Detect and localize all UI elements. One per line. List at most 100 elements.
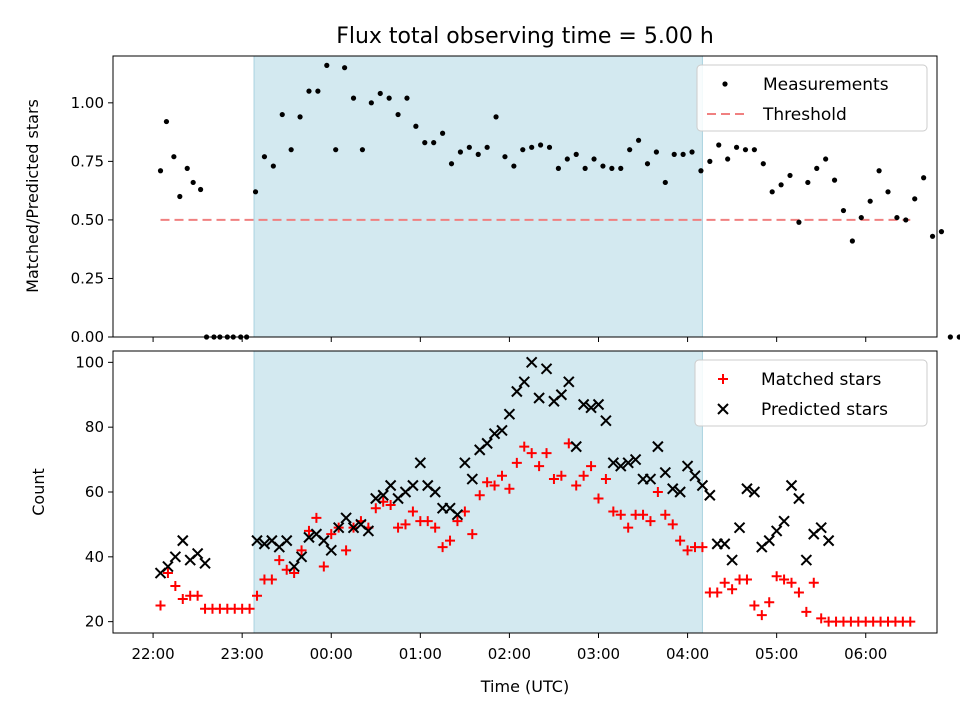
data-point xyxy=(177,193,183,200)
data-point xyxy=(459,457,471,469)
data-point xyxy=(556,470,567,481)
top-panel: 0.00 0.25 0.50 0.75 1.00 Measurements Threshol… xyxy=(71,55,960,346)
y-tick-label: 0.25 xyxy=(71,269,104,287)
data-point xyxy=(627,147,633,153)
data-point xyxy=(295,551,308,563)
data-point xyxy=(297,114,303,120)
data-point xyxy=(466,144,472,150)
data-point xyxy=(771,571,782,582)
data-point xyxy=(858,214,864,221)
legend-marker xyxy=(717,403,729,415)
data-point xyxy=(288,147,294,153)
data-point xyxy=(689,470,701,482)
data-point xyxy=(489,480,500,491)
data-point xyxy=(733,521,746,534)
data-point xyxy=(805,179,811,186)
data-point xyxy=(404,95,410,101)
data-point xyxy=(504,483,515,494)
observing-window-shade xyxy=(253,350,703,634)
data-point xyxy=(251,534,263,547)
data-point xyxy=(696,479,709,492)
data-point xyxy=(526,448,537,459)
x-tick-label: 03:00 xyxy=(577,645,620,663)
data-point xyxy=(533,392,545,404)
data-point xyxy=(414,457,427,469)
data-point xyxy=(578,470,589,481)
data-point xyxy=(769,189,775,195)
data-point xyxy=(894,214,900,221)
data-point xyxy=(274,555,285,566)
data-point xyxy=(674,486,686,498)
data-point xyxy=(318,561,329,572)
data-point xyxy=(332,521,345,534)
data-point xyxy=(281,534,293,547)
data-point xyxy=(645,516,656,527)
data-point xyxy=(564,156,570,162)
data-point xyxy=(793,587,804,598)
bottom-panel: 20 40 60 80 100 22:00 23:00 00:00 01:00 02:00 03:0… xyxy=(75,350,938,663)
data-point xyxy=(289,568,300,579)
data-point xyxy=(903,217,909,223)
data-point xyxy=(644,473,657,485)
data-point xyxy=(474,490,485,501)
x-tick-label: 23:00 xyxy=(221,645,264,663)
data-point xyxy=(496,470,507,481)
data-point xyxy=(667,519,678,530)
data-point xyxy=(252,189,259,195)
x-tick-label: 01:00 xyxy=(399,645,442,663)
data-point xyxy=(467,529,478,540)
data-point xyxy=(727,584,738,595)
data-point xyxy=(662,179,668,186)
top-y-axis-label: Matched/Predicted stars xyxy=(23,99,42,293)
data-point xyxy=(593,493,604,504)
data-point xyxy=(912,196,918,202)
y-tick-label: 0.75 xyxy=(71,152,104,170)
data-point xyxy=(192,590,203,601)
data-point xyxy=(385,499,396,510)
y-tick-label: 60 xyxy=(85,483,104,501)
data-point xyxy=(496,424,508,437)
data-point xyxy=(540,363,553,375)
data-point xyxy=(466,473,479,485)
data-point xyxy=(555,389,568,401)
legend-marker xyxy=(722,81,728,87)
data-point xyxy=(493,114,499,120)
data-point xyxy=(448,161,455,167)
data-point xyxy=(718,538,731,550)
legend-label: Threshold xyxy=(762,105,847,125)
data-point xyxy=(422,140,428,146)
legend-label: Measurements xyxy=(763,75,889,95)
data-point xyxy=(266,574,277,585)
data-point xyxy=(660,509,671,520)
data-point xyxy=(793,492,805,505)
bottom-y-axis-label: Count xyxy=(29,468,48,516)
data-point xyxy=(623,522,634,533)
data-point xyxy=(440,130,446,136)
data-point xyxy=(537,142,544,148)
data-point xyxy=(756,610,767,621)
data-point xyxy=(311,512,322,523)
data-point xyxy=(511,385,523,398)
data-point xyxy=(659,466,672,479)
data-point xyxy=(671,151,677,157)
data-point xyxy=(956,334,960,340)
data-point xyxy=(629,453,642,466)
data-point xyxy=(800,554,813,566)
data-point xyxy=(368,100,374,106)
data-point xyxy=(279,111,285,118)
data-point xyxy=(525,356,538,369)
data-point xyxy=(170,581,181,591)
data-point xyxy=(191,547,204,560)
data-point xyxy=(306,88,312,94)
data-point xyxy=(571,480,582,491)
data-point xyxy=(741,574,752,585)
data-point xyxy=(452,516,463,527)
data-point xyxy=(482,477,493,488)
data-point xyxy=(682,545,693,556)
data-point xyxy=(303,531,315,544)
data-point xyxy=(707,158,713,164)
data-point xyxy=(162,568,173,579)
y-tick-label: 1.00 xyxy=(71,94,104,112)
data-point xyxy=(155,600,166,611)
